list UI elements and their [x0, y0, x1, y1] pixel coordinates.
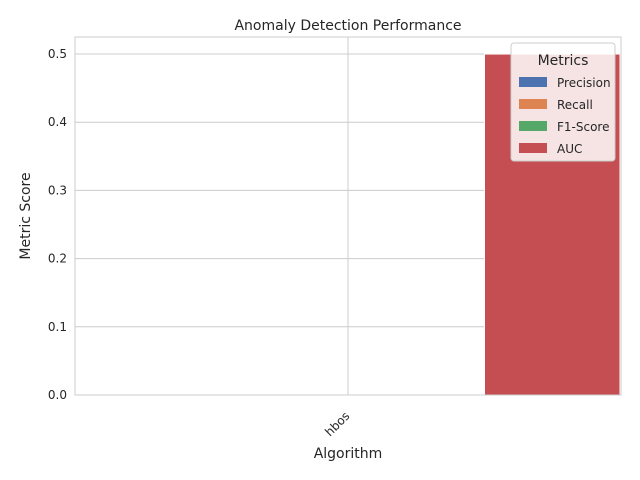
x-axis-ticks: hbos [322, 409, 352, 439]
y-tick-label: 0.5 [48, 47, 67, 61]
legend-entry-label: Precision [557, 76, 611, 90]
x-tick-label: hbos [322, 409, 352, 439]
legend: Metrics Precision Recall F1-Score AUC [510, 42, 616, 162]
y-tick-label: 0.0 [48, 388, 67, 402]
gridlines [75, 37, 621, 396]
legend-entry-label: Recall [557, 98, 593, 112]
chart-title: Anomaly Detection Performance [234, 18, 461, 34]
y-axis-ticks: 0.0 0.1 0.2 0.3 0.4 0.5 [48, 47, 67, 402]
legend-swatch [519, 99, 547, 109]
y-axis-label: Metric Score [18, 172, 34, 259]
y-tick-label: 0.1 [48, 320, 67, 334]
y-tick-label: 0.4 [48, 115, 67, 129]
legend-entry-label: AUC [557, 142, 582, 156]
legend-swatch [519, 143, 547, 153]
legend-box [510, 42, 616, 162]
x-axis-label: Algorithm [314, 446, 383, 462]
plot-frame [74, 36, 622, 396]
legend-title: Metrics [538, 53, 589, 69]
legend-swatch [519, 77, 547, 87]
legend-swatch [519, 121, 547, 131]
legend-entry-label: F1-Score [557, 120, 609, 134]
y-tick-label: 0.3 [48, 183, 67, 197]
y-tick-label: 0.2 [48, 252, 67, 266]
